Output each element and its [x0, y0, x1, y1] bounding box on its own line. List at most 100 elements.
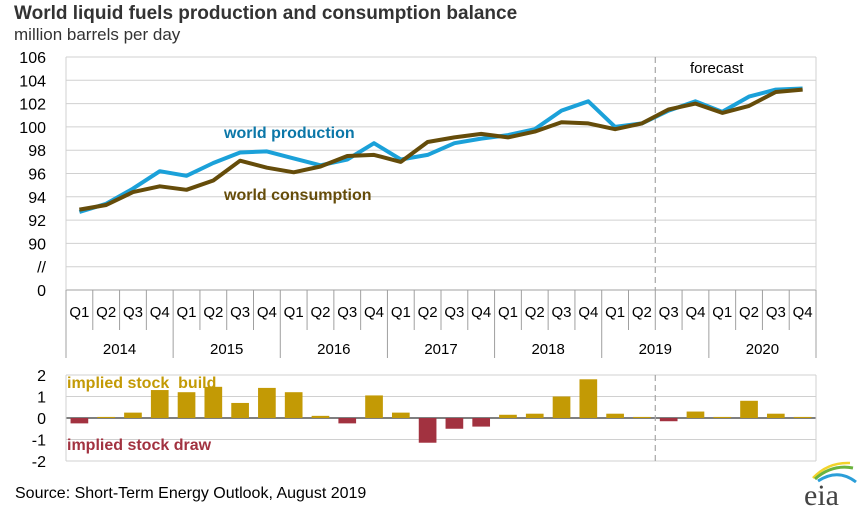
y-tick-label: 1: [37, 390, 46, 407]
series-labels: world production world consumption forec…: [67, 60, 744, 454]
stock-draw-bar: [659, 418, 678, 422]
x-tick-label: Q2: [310, 304, 330, 321]
x-tick-label: Q4: [471, 304, 491, 321]
x-tick-label: Q1: [498, 304, 518, 321]
stock-draw-bar: [472, 418, 491, 427]
stock-build-bar: [365, 395, 383, 418]
x-tick-label: Q3: [552, 304, 572, 321]
forecast-label: forecast: [690, 60, 744, 77]
x-tick-label: Q4: [793, 304, 813, 321]
stock-build-bar: [150, 390, 169, 418]
year-label: 2020: [746, 341, 779, 358]
stock-draw-bar: [445, 418, 464, 429]
stock-draw-bar: [70, 418, 89, 424]
year-label: 2017: [424, 341, 457, 358]
y-tick-label: 100: [19, 120, 46, 137]
x-tick-label: Q3: [444, 304, 464, 321]
stock-build-bar: [793, 416, 812, 418]
stock-build-bar: [499, 414, 517, 418]
x-tick-label: Q1: [712, 304, 732, 321]
stock-build-bar: [258, 387, 276, 418]
year-label: 2019: [639, 341, 672, 358]
stock-build-bar: [740, 400, 758, 418]
x-tick-label: Q3: [230, 304, 250, 321]
stock-draw-bar: [418, 418, 437, 443]
source-note: Source: Short-Term Energy Outlook, Augus…: [15, 485, 367, 502]
series-lines: [78, 86, 803, 214]
x-tick-label: Q3: [766, 304, 786, 321]
x-tick-label: Q4: [578, 304, 598, 321]
stock-build-bar: [579, 379, 598, 418]
production-label: world production: [223, 125, 355, 142]
y-tick-label: 106: [19, 50, 46, 67]
chart-subtitle: million barrels per day: [14, 25, 181, 44]
stock-build-bar: [231, 402, 249, 418]
x-tick-label: Q1: [605, 304, 625, 321]
x-tick-label: Q1: [177, 304, 197, 321]
y-tick-label: 96: [28, 167, 46, 184]
eia-logo: eia: [804, 461, 857, 512]
bottom-y-axis-ticks: 2 1 0 -1 -2: [32, 368, 46, 471]
x-tick-label: Q4: [150, 304, 170, 321]
stock-build-bar: [525, 413, 544, 418]
y-tick-label: 92: [28, 213, 46, 230]
x-tick-label: Q2: [739, 304, 759, 321]
stock-build-bar: [391, 412, 410, 418]
chart-title: World liquid fuels production and consum…: [14, 3, 518, 24]
y-tick-label: 94: [28, 190, 46, 207]
x-tick-label: Q2: [96, 304, 116, 321]
x-tick-label: Q2: [203, 304, 223, 321]
y-tick-label: 104: [19, 73, 46, 90]
x-tick-label: Q3: [337, 304, 357, 321]
stock-build-label: implied stock build: [67, 375, 216, 392]
consumption-line: [79, 87, 803, 212]
stock-build-bar: [766, 413, 785, 418]
x-tick-label: Q2: [632, 304, 652, 321]
x-tick-label: Q1: [284, 304, 304, 321]
stock-build-bar: [552, 396, 571, 418]
x-tick-label: Q3: [123, 304, 143, 321]
logo-swoosh-blue: [817, 473, 857, 484]
stock-change-bars: [70, 379, 812, 443]
stock-build-bar: [204, 386, 223, 418]
x-tick-label: Q2: [418, 304, 438, 321]
stock-build-bar: [97, 416, 116, 418]
stock-build-bar: [606, 413, 624, 418]
year-label: 2015: [210, 341, 243, 358]
logo-swoosh-green: [814, 465, 854, 481]
y-tick-label: 90: [28, 236, 46, 253]
y-tick-label: 0: [37, 411, 46, 428]
stock-draw-label: implied stock draw: [67, 437, 212, 454]
logo-swoosh-yellow: [812, 461, 851, 479]
y-tick-label: 102: [19, 97, 46, 114]
stock-build-bar: [177, 392, 196, 418]
x-tick-label: Q4: [257, 304, 277, 321]
y-tick-label: 98: [28, 143, 46, 160]
stock-build-bar: [124, 412, 142, 418]
x-tick-label: Q4: [364, 304, 384, 321]
y-tick-label: 2: [37, 368, 46, 385]
stock-build-bar: [311, 415, 330, 418]
stock-build-bar: [284, 392, 303, 418]
consumption-label: world consumption: [223, 187, 372, 204]
year-label: 2014: [103, 341, 136, 358]
x-axis: Q1 Q2 Q3 Q4 Q1 Q2 Q3 Q4 Q1 Q2 Q3 Q4 Q1 Q2 Q3 Q4 Q1 Q2 Q3 Q4…: [65, 290, 817, 358]
x-tick-label: Q4: [685, 304, 705, 321]
stock-build-bar: [686, 411, 705, 418]
y-tick-label: -2: [32, 454, 46, 471]
y-tick-label: -1: [32, 433, 46, 450]
stock-build-bar: [713, 416, 732, 418]
year-label: 2016: [317, 341, 350, 358]
stock-draw-bar: [338, 418, 357, 424]
y-tick-label: 0: [37, 283, 46, 300]
x-tick-label: Q2: [525, 304, 545, 321]
stock-build-bar: [633, 416, 651, 418]
top-y-axis-ticks: 106 104 102 100 98 96 94 92 90 // 0: [19, 50, 46, 300]
x-tick-label: Q1: [69, 304, 89, 321]
y-tick-label: //: [37, 260, 46, 277]
x-tick-label: Q3: [659, 304, 679, 321]
logo-text: eia: [804, 479, 839, 512]
year-label: 2018: [531, 341, 564, 358]
x-tick-label: Q1: [391, 304, 411, 321]
